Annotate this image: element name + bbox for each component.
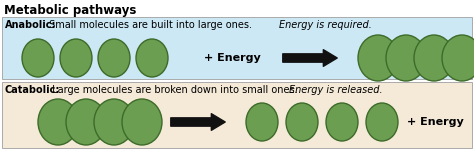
Text: + Energy: + Energy [204,53,260,63]
Ellipse shape [326,103,358,141]
Text: Small molecules are built into large ones.: Small molecules are built into large one… [46,20,255,30]
FancyBboxPatch shape [2,82,472,148]
Ellipse shape [366,103,398,141]
Ellipse shape [286,103,318,141]
Ellipse shape [358,35,398,81]
Text: Anabolic:: Anabolic: [5,20,56,30]
Text: + Energy: + Energy [407,117,464,127]
Ellipse shape [442,35,474,81]
Text: Large molecules are broken down into small ones.: Large molecules are broken down into sma… [49,85,301,95]
Text: Metabolic pathways: Metabolic pathways [4,4,137,17]
Ellipse shape [60,39,92,77]
FancyArrowPatch shape [171,114,225,130]
Ellipse shape [414,35,454,81]
Text: Energy is released.: Energy is released. [289,85,383,95]
Ellipse shape [38,99,78,145]
Ellipse shape [122,99,162,145]
FancyBboxPatch shape [2,17,472,79]
Ellipse shape [66,99,106,145]
Ellipse shape [386,35,426,81]
Ellipse shape [94,99,134,145]
Ellipse shape [246,103,278,141]
Ellipse shape [136,39,168,77]
Ellipse shape [98,39,130,77]
Ellipse shape [22,39,54,77]
Text: Energy is required.: Energy is required. [279,20,372,30]
Text: Catabolic:: Catabolic: [5,85,60,95]
FancyArrowPatch shape [283,50,337,66]
